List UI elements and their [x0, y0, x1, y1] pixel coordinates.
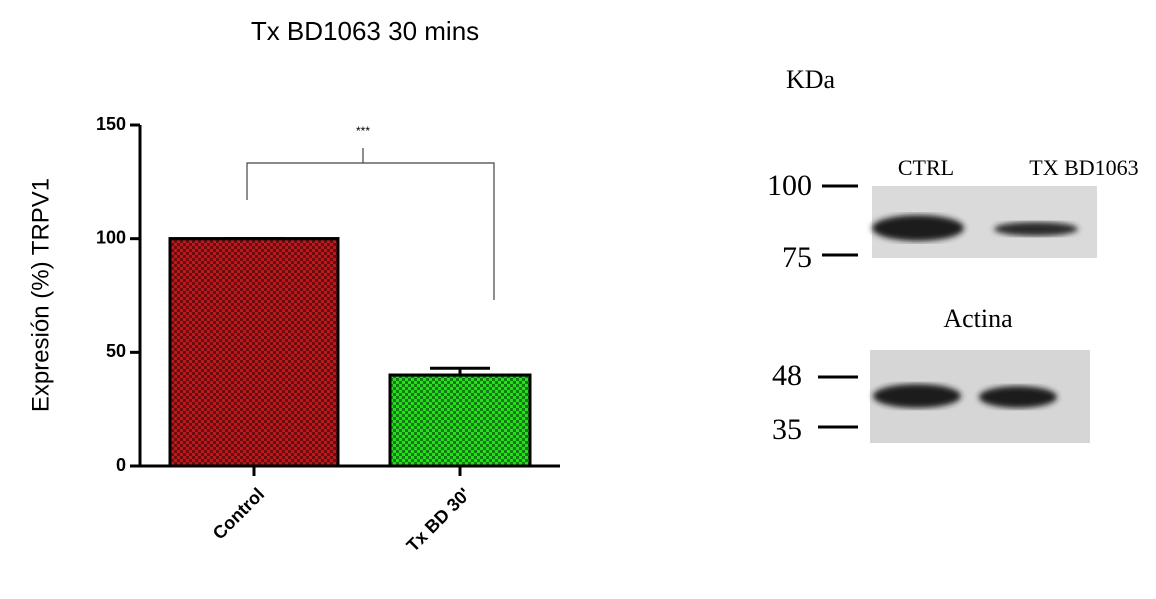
x-tick-label: Tx BD 30'	[403, 484, 475, 556]
y-tick-label: 100	[96, 227, 126, 247]
band	[994, 222, 1078, 236]
lane-label: CTRL	[898, 155, 954, 180]
marker-label: 75	[782, 241, 812, 274]
y-axis-label: Expresión (%) TRPV1	[27, 178, 54, 412]
y-tick-label: 0	[116, 455, 126, 475]
band	[872, 215, 964, 241]
marker-label: 48	[772, 359, 802, 392]
y-tick-label: 50	[106, 341, 126, 361]
chart-title: Tx BD1063 30 mins	[251, 16, 479, 46]
bar-pattern	[390, 375, 530, 466]
figure: Tx BD1063 30 mins Expresión (%) TRPV1 **…	[0, 0, 1156, 599]
band	[979, 386, 1057, 408]
x-tick-label: Control	[209, 484, 268, 543]
band	[873, 384, 961, 408]
unit-label: KDa	[786, 65, 836, 94]
marker-label: 35	[772, 413, 802, 446]
protein-label: Actina	[943, 304, 1013, 333]
lane-label: TX BD1063	[1029, 155, 1138, 180]
bar-pattern	[170, 239, 338, 466]
marker-label: 100	[767, 169, 812, 202]
y-tick-label: 150	[96, 114, 126, 134]
significance-label: ***	[356, 124, 370, 138]
